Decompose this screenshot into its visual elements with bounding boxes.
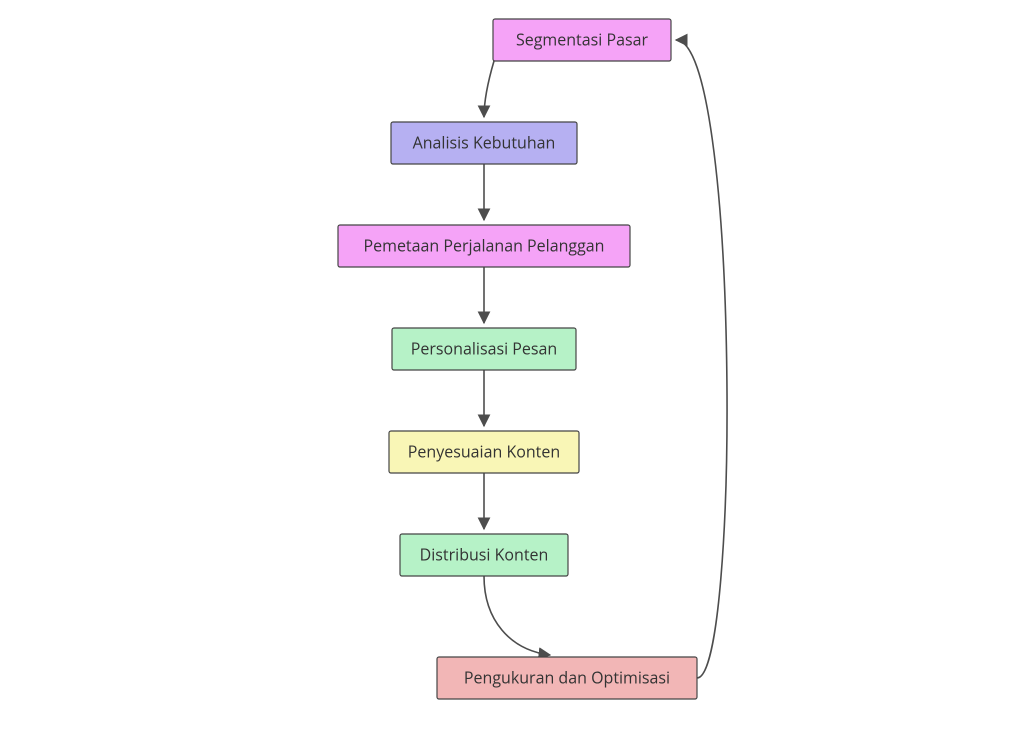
node-n3-label: Pemetaan Perjalanan Pelanggan xyxy=(364,234,605,256)
nodes-layer: Segmentasi Pasar Analisis Kebutuhan Pemeta… xyxy=(338,19,697,699)
node-n6-label: Distribusi Konten xyxy=(420,543,549,565)
node-n5-label: Penyesuaian Konten xyxy=(408,440,560,462)
edge-n6-n7 xyxy=(484,576,550,655)
flowchart-canvas: Segmentasi Pasar Analisis Kebutuhan Pemeta… xyxy=(0,0,1024,736)
node-n7: Pengukuran dan Optimisasi xyxy=(437,657,697,699)
node-n3: Pemetaan Perjalanan Pelanggan xyxy=(338,225,630,267)
node-n4-label: Personalisasi Pesan xyxy=(411,337,557,359)
node-n6: Distribusi Konten xyxy=(400,534,568,576)
node-n4: Personalisasi Pesan xyxy=(392,328,576,370)
node-n7-label: Pengukuran dan Optimisasi xyxy=(464,666,670,688)
node-n2-label: Analisis Kebutuhan xyxy=(413,131,556,153)
edge-n7-n1 xyxy=(676,40,727,678)
edge-n1-n2 xyxy=(484,61,494,117)
node-n1-label: Segmentasi Pasar xyxy=(516,28,649,50)
node-n2: Analisis Kebutuhan xyxy=(391,122,577,164)
node-n5: Penyesuaian Konten xyxy=(389,431,579,473)
node-n1: Segmentasi Pasar xyxy=(493,19,671,61)
